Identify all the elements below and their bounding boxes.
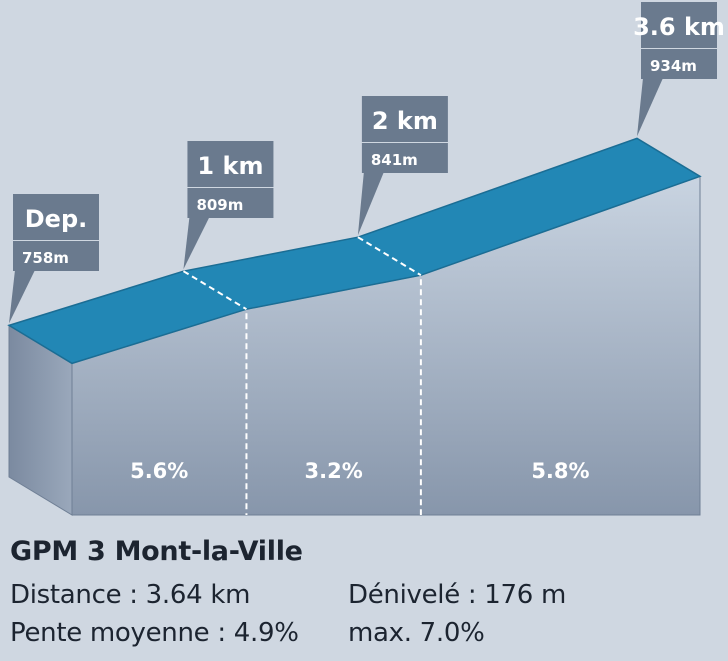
segment-gradient-label: 5.6% xyxy=(130,459,188,483)
marker-pointer xyxy=(183,217,210,270)
marker-altitude: 841m xyxy=(371,151,418,169)
segment-gradient-label: 3.2% xyxy=(305,459,363,483)
marker-label: Dep. xyxy=(25,205,88,233)
road-divider xyxy=(357,236,422,277)
marker-2: 2 km 841m xyxy=(357,96,448,236)
marker-pointer xyxy=(637,78,663,137)
marker-1: 1 km 809m xyxy=(183,141,274,270)
marker-label-box xyxy=(13,194,99,240)
segment-dividers xyxy=(182,236,422,515)
distance-markers: Dep. 758m 1 km 809m 2 km 841m 3.6 km 934m xyxy=(9,2,725,324)
marker-altitude: 809m xyxy=(196,196,243,214)
max-gradient-value: max. 7.0% xyxy=(348,618,485,648)
gradient-labels: 5.6% 3.2% 5.8% xyxy=(130,459,589,483)
distance-value: Distance : 3.64 km xyxy=(10,580,251,610)
marker-label-box xyxy=(187,141,274,187)
marker-altitude-box xyxy=(187,188,274,218)
climb-title: GPM 3 Mont-la-Ville xyxy=(10,536,303,567)
average-gradient-value: Pente moyenne : 4.9% xyxy=(10,618,299,648)
segment-gradient-label: 5.8% xyxy=(531,459,589,483)
road-top-surface xyxy=(7,137,702,365)
marker-pointer xyxy=(9,270,35,324)
elevation-gain-value: Dénivelé : 176 m xyxy=(348,580,567,610)
marker-label: 3.6 km xyxy=(633,13,725,41)
marker-label: 2 km xyxy=(372,107,438,135)
climb-profile-chart: 5.6% 3.2% 5.8% Dep. 758m 1 km 809m 2 km 841m 3.6… xyxy=(7,2,725,516)
marker-label-box xyxy=(361,96,448,142)
marker-pointer xyxy=(357,172,384,236)
marker-3: 3.6 km 934m xyxy=(633,2,725,137)
marker-altitude: 934m xyxy=(650,57,697,75)
marker-altitude-box xyxy=(13,241,99,271)
profile-body xyxy=(8,175,701,516)
marker-0: Dep. 758m xyxy=(9,194,99,324)
road-surface xyxy=(7,137,702,365)
marker-altitude: 758m xyxy=(22,249,69,267)
marker-label: 1 km xyxy=(197,152,263,180)
road-divider xyxy=(182,270,247,311)
marker-altitude-box xyxy=(641,49,717,79)
marker-altitude-box xyxy=(361,143,448,173)
marker-label-box xyxy=(641,2,717,48)
